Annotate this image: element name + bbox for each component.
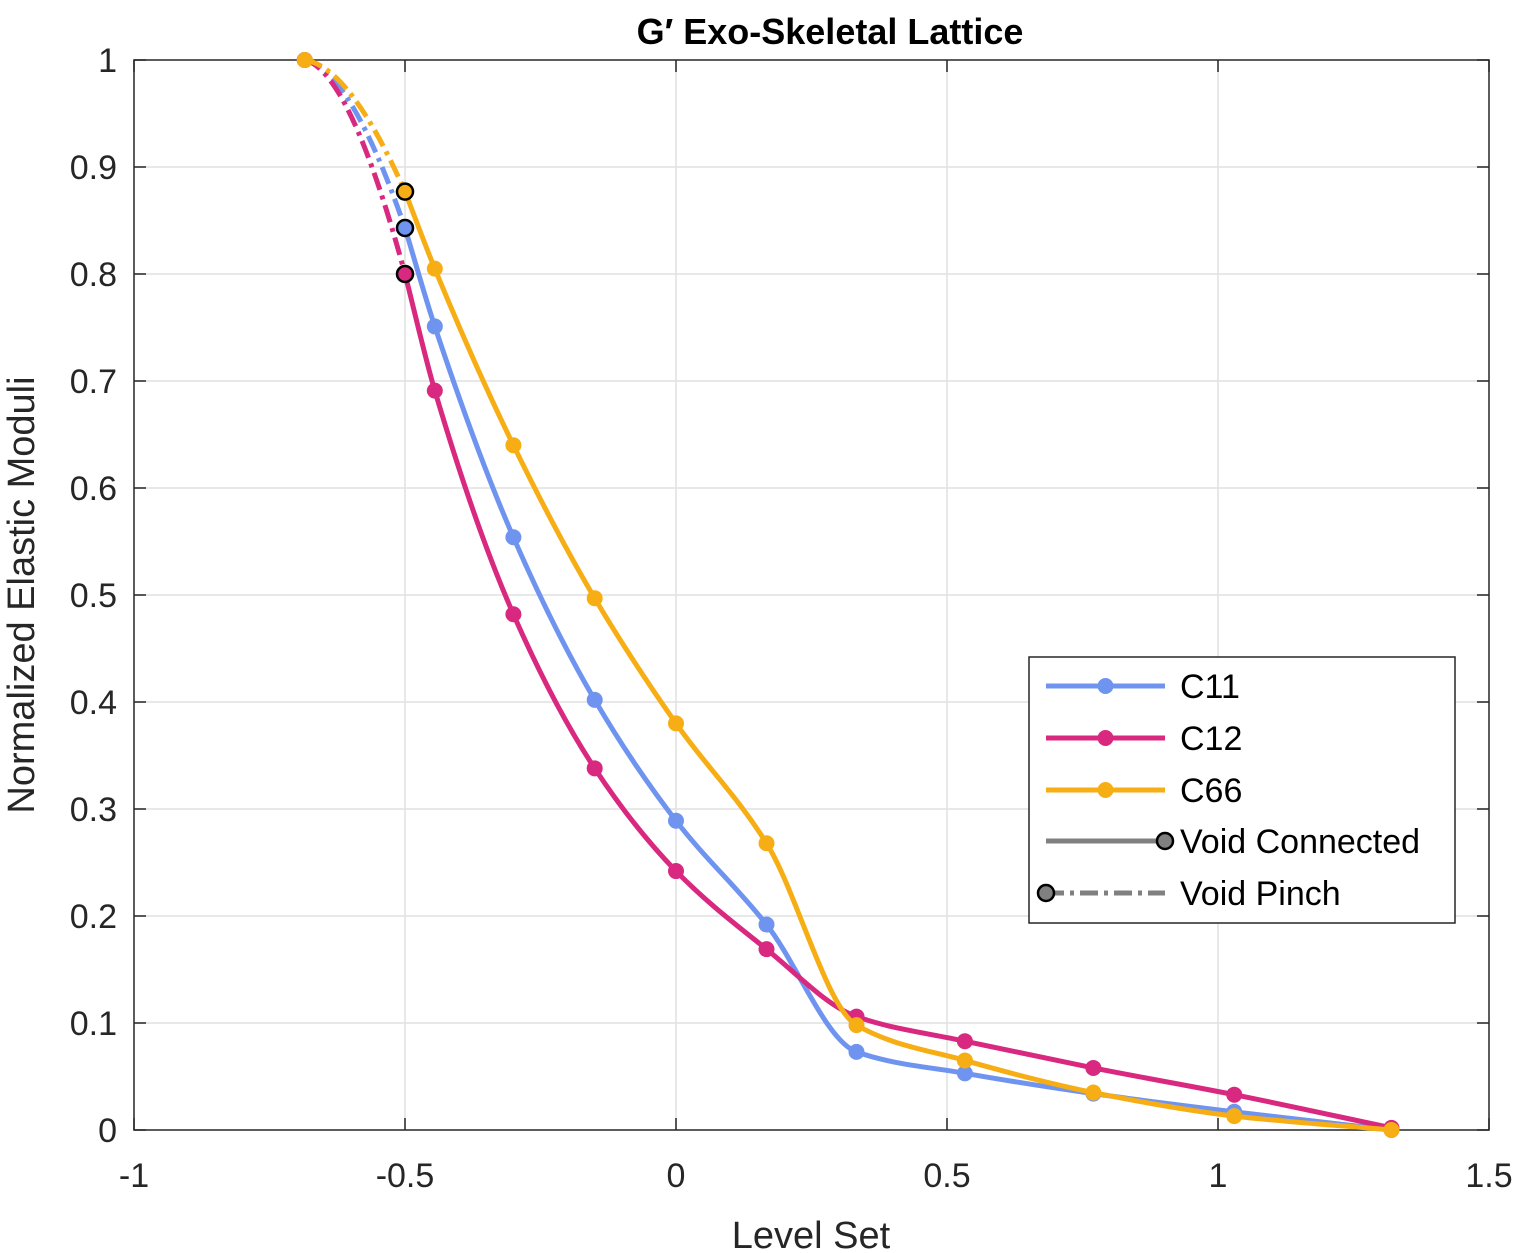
legend-swatch-marker bbox=[1097, 782, 1114, 798]
series-c66-point bbox=[668, 715, 684, 732]
legend-item-c66: C66 bbox=[1046, 772, 1242, 810]
series-c12-point bbox=[586, 760, 603, 777]
y-tick-label: 0.6 bbox=[70, 470, 117, 508]
series-c11-transition-point bbox=[395, 218, 415, 238]
legend-swatch-marker bbox=[1036, 883, 1056, 903]
series-c66-point bbox=[1226, 1108, 1243, 1125]
series-c11-point bbox=[848, 1043, 865, 1060]
series-c12-point bbox=[1226, 1086, 1243, 1103]
legend-swatch-marker bbox=[1155, 831, 1175, 851]
y-tick-label: 0.1 bbox=[70, 1005, 117, 1043]
x-tick-label: 0 bbox=[667, 1157, 686, 1195]
x-axis-label: Level Set bbox=[732, 1215, 891, 1253]
series-c12-point bbox=[956, 1033, 973, 1050]
chart-title: G′ Exo-Skeletal Lattice bbox=[637, 11, 1024, 52]
series-c66 bbox=[296, 52, 1400, 1138]
series-c66-point bbox=[586, 590, 603, 607]
grid-lines bbox=[134, 60, 1489, 1130]
series-c11-point bbox=[758, 916, 775, 933]
axis-ticks: -1 -0.5 0 0.5 1 1.5 0 0.1 0.2 0.3 0.4 0.5 0.6 0.7 0.8 0… bbox=[70, 42, 1513, 1195]
series-c11-point bbox=[505, 529, 522, 546]
y-tick-label: 0.3 bbox=[70, 791, 117, 829]
y-tick-label: 0.8 bbox=[70, 256, 117, 294]
y-tick-label: 0.4 bbox=[70, 684, 117, 722]
legend-item-c11: C11 bbox=[1046, 668, 1240, 706]
series-c12-point bbox=[758, 941, 775, 958]
y-tick-label: 0.9 bbox=[70, 149, 117, 187]
y-tick-label: 0.5 bbox=[70, 577, 117, 615]
series-c66-point bbox=[1383, 1122, 1400, 1138]
y-axis-label: Normalized Elastic Moduli bbox=[1, 376, 43, 813]
x-tick-label: 1 bbox=[1209, 1157, 1228, 1195]
series-c66-point bbox=[505, 437, 522, 454]
series-c12-point bbox=[1085, 1059, 1102, 1076]
series-c12-connected-line bbox=[402, 273, 1392, 1131]
series-c11-point bbox=[956, 1065, 973, 1082]
legend-item-c12: C12 bbox=[1046, 720, 1242, 758]
legend-swatch-marker bbox=[1097, 678, 1114, 694]
y-tick-label: 0 bbox=[98, 1112, 117, 1150]
series-c66-point bbox=[426, 260, 443, 277]
series-c12-transition-point bbox=[395, 264, 415, 284]
x-tick-label: -0.5 bbox=[376, 1157, 435, 1195]
y-tick-label: 0.2 bbox=[70, 898, 117, 936]
legend-label: C66 bbox=[1180, 772, 1242, 810]
legend-label: Void Connected bbox=[1180, 823, 1420, 861]
series-layer bbox=[296, 52, 1400, 1138]
legend-label: C12 bbox=[1180, 720, 1242, 758]
series-c11-point bbox=[668, 812, 684, 829]
series-c66-transition-point bbox=[395, 182, 415, 201]
legend: C11 C12 C66 Void Connected Void Pinch bbox=[1028, 656, 1456, 924]
series-c12-point bbox=[668, 863, 684, 880]
legend-swatch-marker bbox=[1097, 730, 1114, 746]
series-c66-point bbox=[758, 835, 775, 852]
series-c66-point bbox=[1085, 1084, 1102, 1101]
legend-item-void-connected: Void Connected bbox=[1046, 823, 1420, 861]
x-tick-label: -1 bbox=[119, 1157, 149, 1195]
x-tick-label: 0.5 bbox=[923, 1157, 970, 1195]
y-tick-label: 1 bbox=[98, 42, 117, 80]
series-c12-point bbox=[505, 606, 522, 623]
series-c11-point bbox=[586, 691, 603, 708]
series-c12-point bbox=[426, 382, 443, 399]
series-c66-pinch-line bbox=[304, 57, 408, 193]
legend-item-void-pinch: Void Pinch bbox=[1036, 875, 1341, 913]
series-c66-point bbox=[956, 1052, 973, 1069]
legend-label: C11 bbox=[1180, 668, 1240, 706]
series-c66-start-point bbox=[296, 52, 313, 68]
legend-label: Void Pinch bbox=[1180, 875, 1341, 913]
series-c66-point bbox=[848, 1017, 865, 1034]
y-tick-label: 0.7 bbox=[70, 363, 117, 401]
x-tick-label: 1.5 bbox=[1465, 1157, 1512, 1195]
series-c11-point bbox=[426, 318, 443, 335]
